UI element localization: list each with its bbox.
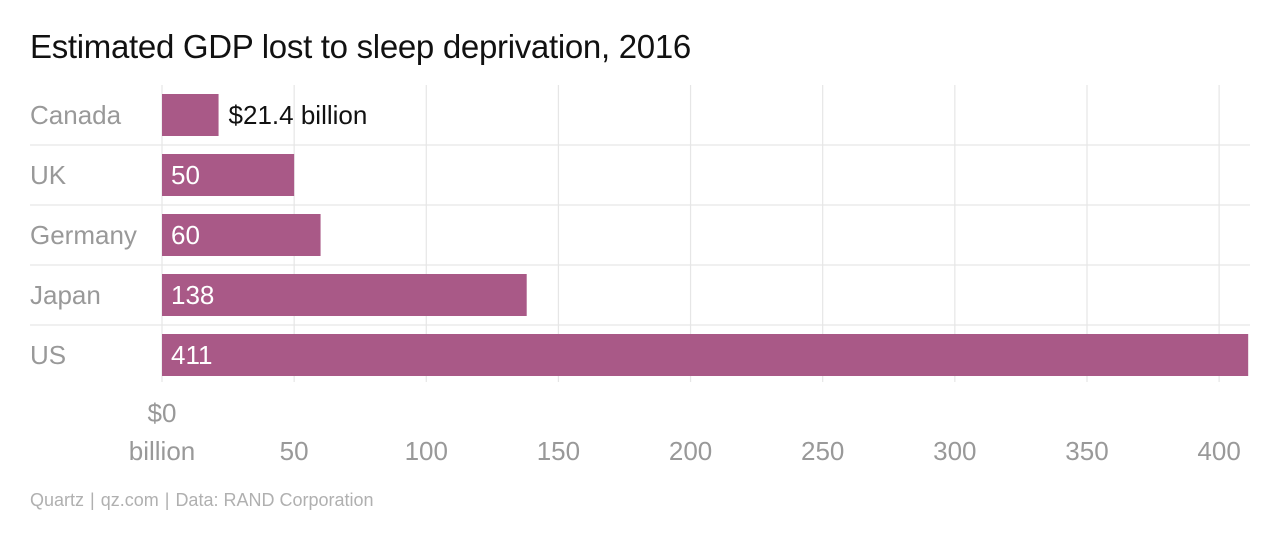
category-label: Canada	[30, 100, 122, 130]
x-tick-label: 50	[280, 436, 309, 466]
category-label: Germany	[30, 220, 137, 250]
footer-separator: |	[90, 490, 95, 510]
value-label: 50	[171, 160, 200, 190]
footer-source: Data: RAND Corporation	[175, 490, 374, 510]
footer-separator: |	[164, 490, 170, 510]
x-tick-label: 150	[537, 436, 580, 466]
bar-japan	[162, 274, 527, 316]
category-label: UK	[30, 160, 67, 190]
bar-canada	[162, 94, 219, 136]
value-label: 411	[171, 340, 212, 370]
value-label: $21.4 billion	[229, 100, 368, 130]
x-tick-label: 400	[1197, 436, 1240, 466]
source-footer: Quartz | qz.com | Data: RAND Corporation	[30, 490, 374, 511]
x-tick-label: billion	[129, 436, 196, 466]
x-tick-label: 300	[933, 436, 976, 466]
chart-title: Estimated GDP lost to sleep deprivation,…	[30, 28, 691, 65]
x-tick-label: $0	[148, 398, 177, 428]
category-label: US	[30, 340, 66, 370]
bar-germany	[162, 214, 321, 256]
x-tick-label: 200	[669, 436, 712, 466]
value-label: 138	[171, 280, 214, 310]
bar-uk	[162, 154, 295, 196]
x-tick-label: 350	[1065, 436, 1108, 466]
value-label: 60	[171, 220, 200, 250]
x-tick-label: 250	[801, 436, 844, 466]
footer-brand: Quartz	[30, 490, 85, 510]
bar-us	[162, 334, 1249, 376]
footer-site: qz.com	[100, 490, 159, 510]
category-label: Japan	[30, 280, 101, 310]
x-tick-label: 100	[405, 436, 448, 466]
bar-chart: Canada $21.4 billion UK 50 Germany 60 Japan 138…	[30, 85, 1250, 466]
